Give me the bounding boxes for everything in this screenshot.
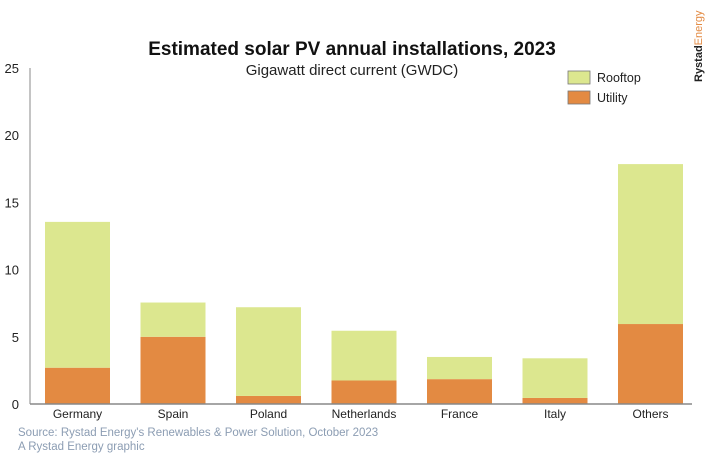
y-tick-label: 10 [5, 263, 19, 278]
bar-utility-france [427, 379, 492, 404]
bar-utility-poland [236, 395, 301, 404]
y-tick-label: 20 [5, 128, 19, 143]
logo-part1: Rystad [693, 45, 705, 82]
y-axis: 0 5 10 15 20 25 [5, 61, 19, 412]
bar-rooftop-others [618, 164, 683, 325]
y-tick-label: 5 [12, 330, 19, 345]
logo: RystadEnergy [693, 10, 705, 82]
bars [45, 164, 683, 404]
bar-rooftop-spain [140, 302, 206, 337]
legend-label-utility: Utility [597, 91, 628, 105]
bar-utility-others [618, 324, 683, 404]
x-tick-label: Netherlands [332, 407, 397, 421]
x-tick-label: Spain [158, 407, 189, 421]
legend-swatch-rooftop [567, 70, 591, 85]
x-tick-label: Others [632, 407, 668, 421]
chart-subtitle: Gigawatt direct current (GWDC) [246, 62, 459, 79]
svg-text:RystadEnergy: RystadEnergy [693, 10, 705, 82]
logo-part2: Energy [693, 10, 705, 45]
legend-label-rooftop: Rooftop [597, 71, 641, 85]
bar-rooftop-germany [45, 221, 110, 368]
bar-rooftop-italy [522, 358, 588, 398]
legend: Rooftop Utility [567, 70, 641, 105]
bar-utility-germany [45, 367, 110, 404]
y-tick-label: 15 [5, 195, 19, 210]
credit-text: A Rystad Energy graphic [18, 441, 145, 453]
x-tick-label: France [441, 407, 479, 421]
chart-title: Estimated solar PV annual installations,… [148, 39, 556, 60]
y-tick-label: 25 [5, 61, 19, 76]
bar-rooftop-poland [236, 307, 301, 396]
x-axis-labels: Germany Spain Poland Netherlands France Italy… [53, 407, 669, 421]
y-tick-label: 0 [12, 397, 19, 412]
x-tick-label: Poland [250, 407, 287, 421]
bar-rooftop-netherlands [331, 330, 397, 381]
legend-swatch-utility [567, 90, 591, 105]
source-text: Source: Rystad Energy's Renewables & Pow… [18, 427, 378, 439]
bar-utility-netherlands [331, 380, 397, 404]
x-tick-label: Germany [53, 407, 102, 421]
x-tick-label: Italy [544, 407, 566, 421]
bar-rooftop-france [427, 356, 492, 380]
bar-utility-spain [140, 336, 206, 404]
bar-utility-italy [522, 397, 588, 404]
